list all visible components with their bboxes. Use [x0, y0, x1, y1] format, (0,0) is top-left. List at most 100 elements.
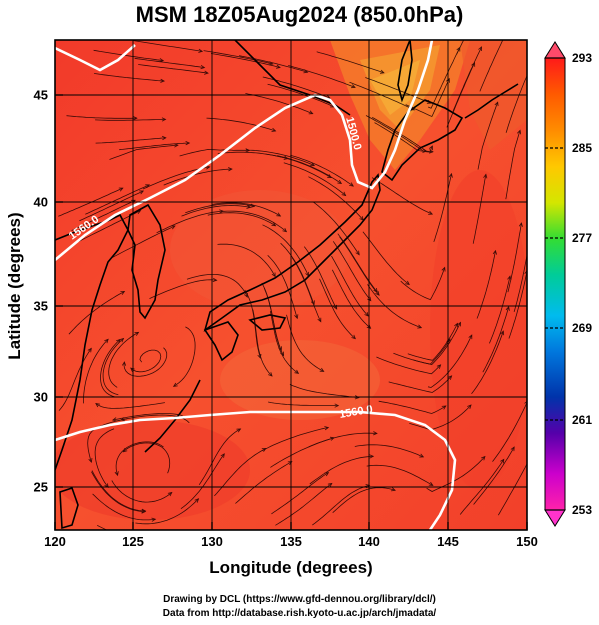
streamline	[312, 484, 370, 526]
streamline	[309, 455, 374, 485]
streamline	[267, 83, 335, 108]
streamline	[203, 50, 273, 65]
streamline	[220, 210, 287, 233]
streamline-arrow	[428, 210, 434, 215]
streamline-arrow	[351, 334, 356, 340]
streamline-arrow	[310, 162, 316, 167]
streamline	[132, 40, 203, 52]
streamline-arrow	[317, 317, 322, 323]
streamline	[433, 173, 452, 243]
streamline	[337, 233, 378, 293]
credit-data: Data from http://database.rish.kyoto-u.a…	[162, 608, 437, 619]
streamline-arrow	[198, 48, 204, 53]
streamline-arrow	[468, 334, 473, 340]
streamline-arrow	[139, 190, 145, 195]
streamline	[92, 493, 156, 521]
streamline-arrow	[367, 296, 372, 302]
streamline	[212, 202, 281, 217]
streamline-arrow	[529, 454, 532, 458]
streamline	[275, 483, 333, 526]
streamline	[58, 187, 123, 217]
streamline	[367, 284, 422, 329]
streamline-arrow	[134, 331, 140, 336]
streamline	[185, 203, 255, 214]
streamline-arrow	[219, 209, 224, 214]
streamline-arrow	[104, 338, 109, 344]
streamline	[339, 236, 380, 296]
wind-streamlines	[58, 33, 532, 535]
streamline	[135, 498, 199, 525]
streamline-arrow	[236, 428, 242, 433]
streamline	[505, 130, 521, 200]
y-tick-label: 30	[33, 389, 48, 405]
streamline	[180, 453, 225, 510]
streamline	[288, 65, 356, 88]
streamline	[331, 269, 371, 329]
streamline-arrow	[95, 402, 100, 408]
streamline-arrow	[133, 116, 138, 121]
streamline-arrow	[471, 61, 476, 67]
streamline-arrow	[151, 517, 157, 522]
streamline	[354, 444, 424, 458]
x-tick-label: 130	[201, 534, 223, 549]
streamline-arrow	[405, 280, 410, 286]
streamline	[94, 428, 115, 488]
streamline	[286, 314, 324, 372]
streamline	[393, 338, 451, 365]
streamline-arrow	[351, 84, 356, 89]
streamline	[181, 205, 251, 217]
streamline-arrow	[445, 77, 450, 83]
streamline-arrow	[257, 353, 262, 359]
streamline	[388, 375, 452, 393]
streamline-arrow	[478, 46, 482, 52]
streamline	[280, 242, 315, 305]
streamline-arrow	[120, 290, 126, 295]
streamline	[365, 115, 427, 152]
streamline-arrow	[117, 532, 121, 535]
streamline	[134, 57, 205, 68]
streamline-arrow	[417, 324, 423, 329]
streamline	[308, 432, 377, 448]
streamline-arrow	[185, 141, 191, 146]
streamline-arrow	[261, 447, 267, 452]
streamline-arrow	[518, 222, 523, 227]
streamline-arrow	[341, 191, 347, 197]
x-tick-label: 140	[358, 534, 380, 549]
streamline-arrow	[294, 314, 299, 320]
streamline-arrow	[121, 361, 127, 366]
streamline	[246, 149, 315, 166]
streamline	[497, 463, 527, 516]
streamline	[365, 77, 432, 104]
streamline-arrow	[503, 33, 506, 37]
colorbar-max-arrow	[544, 41, 566, 59]
streamline-arrow	[246, 204, 252, 209]
streamline	[186, 274, 248, 298]
streamline	[332, 487, 396, 514]
streamline	[407, 323, 458, 361]
streamline	[93, 49, 164, 61]
streamline-arrow	[517, 129, 522, 135]
streamline-arrow	[528, 67, 531, 71]
streamline	[271, 472, 329, 515]
streamline	[378, 400, 447, 414]
streamline	[91, 470, 146, 512]
figure-title: MSM 18Z05Aug2024 (850.0hPa)	[135, 2, 464, 27]
streamline	[507, 222, 522, 293]
streamline-arrow	[228, 167, 233, 172]
streamline	[179, 149, 250, 157]
streamline-arrow	[324, 472, 330, 477]
streamline-arrow	[271, 272, 276, 278]
streamline	[102, 338, 124, 396]
streamline	[173, 326, 196, 387]
y-tick-label: 25	[33, 479, 48, 495]
streamline-arrow	[161, 117, 167, 122]
streamline	[235, 461, 292, 504]
streamline	[95, 402, 165, 409]
streamline-arrow	[436, 364, 442, 369]
streamline	[508, 270, 527, 339]
streamline-arrow	[500, 458, 505, 464]
streamline	[476, 250, 496, 319]
colorbar	[544, 41, 566, 527]
streamline	[479, 40, 504, 92]
